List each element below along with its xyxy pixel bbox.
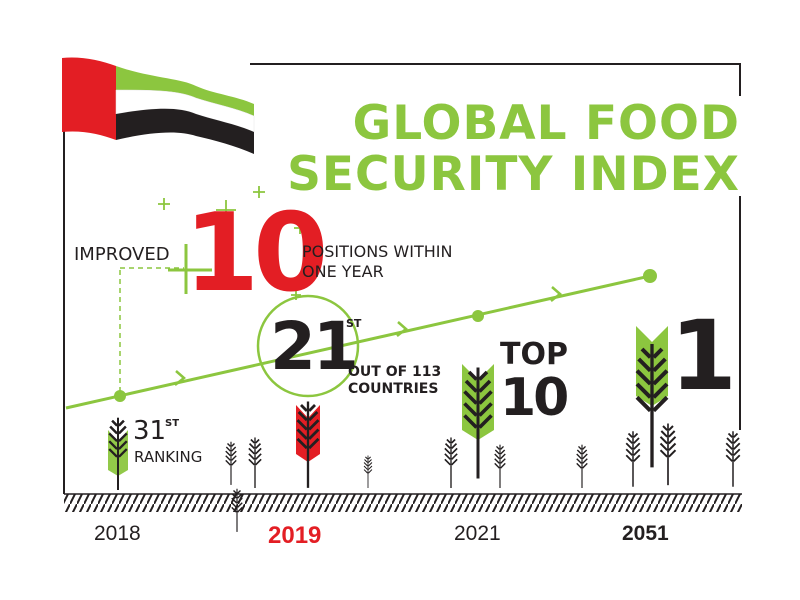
rank-2019-suffix: ST [346,317,362,330]
improvement-suffix-line-2: ONE YEAR [302,262,384,281]
goal-2051: 1 [670,300,737,412]
year-2021: 2021 [454,522,501,545]
year-2051: 2051 [622,522,669,545]
title-line-1: GLOBAL FOOD [352,96,740,151]
rank-2019-note-line-2: COUNTRIES [348,381,439,397]
rank-2019-note-line-1: OUT OF 113 [348,364,442,380]
year-2019: 2019 [268,522,322,549]
year-2018: 2018 [94,522,141,545]
rank-2018-value: 31 [133,416,167,446]
page-title: GLOBAL FOOD SECURITY INDEX [287,100,740,198]
improvement-suffix: POSITIONS WITHIN ONE YEAR [302,242,452,282]
goal-2021-line-1: TOP [500,337,568,372]
improvement-number: 10 [184,191,328,316]
rank-2019-number: 21 [270,314,359,380]
rank-2018-suffix: ST [165,418,180,429]
improvement-suffix-line-1: POSITIONS WITHIN [302,242,453,261]
uae-flag-icon [62,57,255,154]
goal-2021: TOP 10 [500,337,569,428]
rank-2019-note: OUT OF 113 COUNTRIES [348,364,441,398]
title-line-2: SECURITY INDEX [287,147,740,202]
goal-2021-line-2: 10 [500,368,569,428]
rank-2019-value: 21 [270,308,359,385]
improved-label: IMPROVED [74,244,170,265]
plus-icon [158,186,306,300]
arrow-icon [174,286,562,386]
rank-2018-number: 31 [133,416,166,446]
rank-2018-label: RANKING [134,448,203,466]
